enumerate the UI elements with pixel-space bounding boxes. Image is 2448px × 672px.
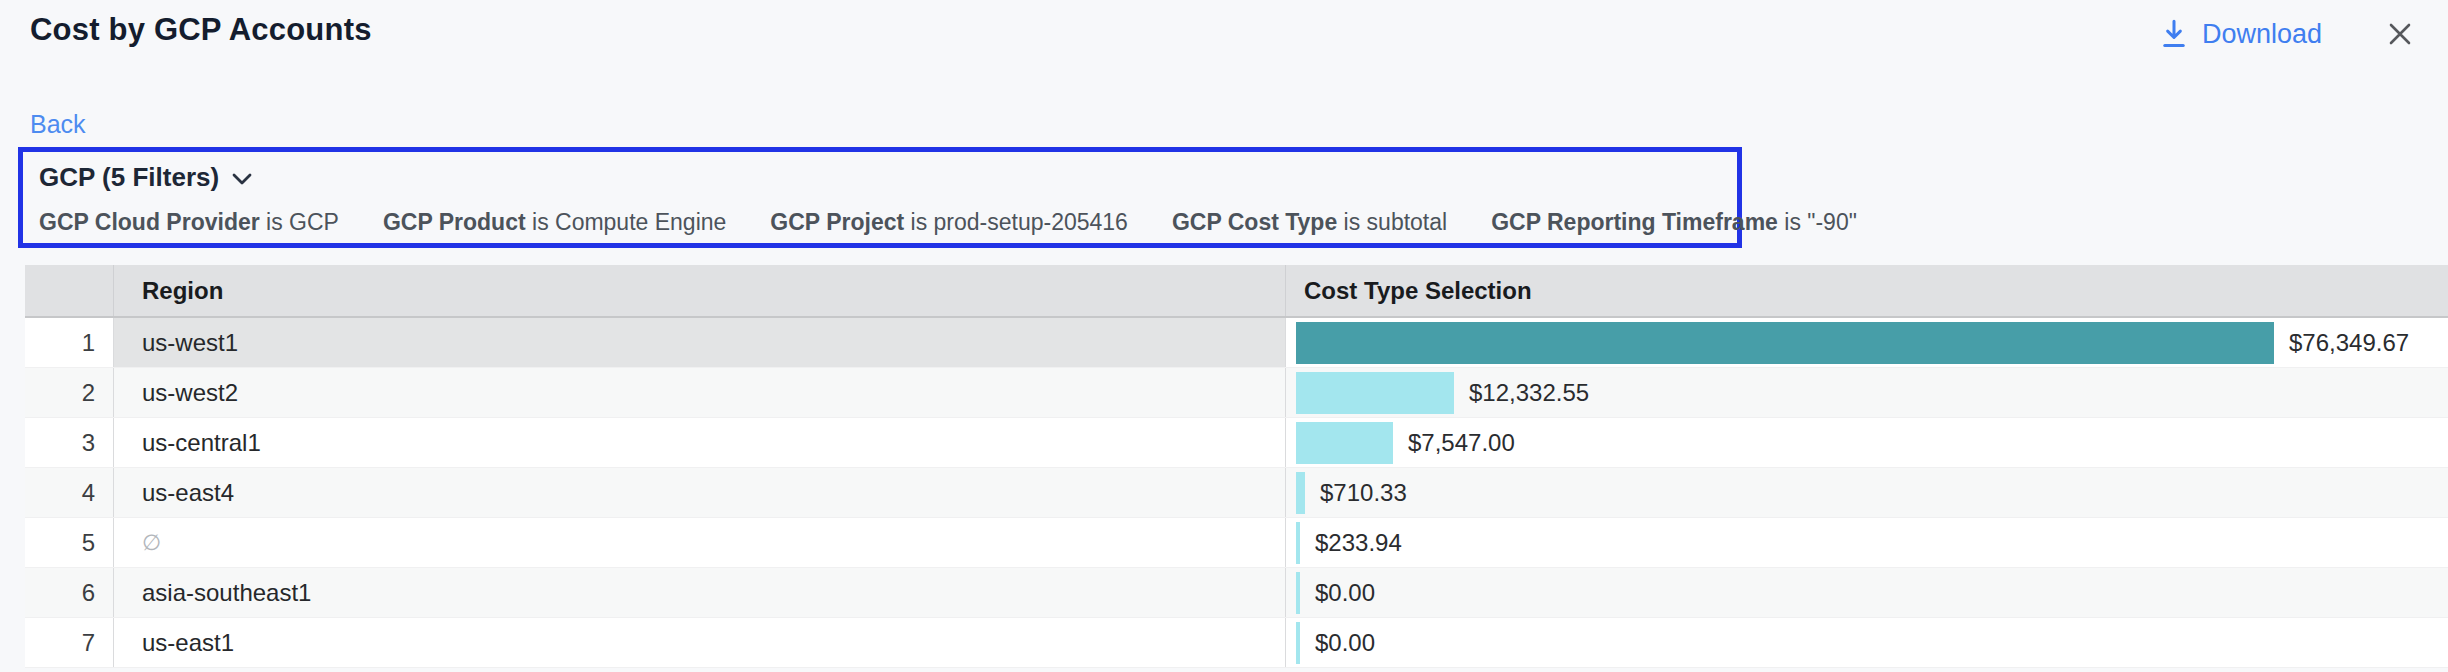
cost-bar[interactable] <box>1296 572 1300 614</box>
cost-cell[interactable]: $0.00 <box>1285 568 2448 617</box>
filter-condition: is "-90" <box>1778 209 1857 235</box>
filter-name: GCP Cloud Provider <box>39 209 260 235</box>
column-header-region[interactable]: Region <box>113 265 1285 316</box>
cost-cell[interactable]: $233.94 <box>1285 518 2448 567</box>
cost-cell[interactable]: $0.00 <box>1285 618 2448 667</box>
region-cell[interactable]: ∅ <box>113 518 1285 567</box>
cost-cell[interactable]: $710.33 <box>1285 468 2448 517</box>
column-header-cost[interactable]: Cost Type Selection <box>1285 265 2448 316</box>
table-row[interactable]: 7us-east1 $0.00 <box>25 618 2448 668</box>
cost-cell[interactable]: $7,547.00 <box>1285 418 2448 467</box>
region-cell[interactable]: us-east1 <box>113 618 1285 667</box>
table-row[interactable]: 2us-west2 $12,332.55 <box>25 368 2448 418</box>
filter-item[interactable]: GCP Project is prod-setup-205416 <box>770 209 1128 236</box>
cost-cell[interactable]: $12,332.55 <box>1285 368 2448 417</box>
back-link[interactable]: Back <box>30 110 86 139</box>
cost-bar[interactable] <box>1296 372 1454 414</box>
filter-group-box: GCP (5 Filters) GCP Cloud Provider is GC… <box>18 147 1742 248</box>
cost-value: $0.00 <box>1315 629 1375 657</box>
row-index: 7 <box>25 618 113 667</box>
row-index: 2 <box>25 368 113 417</box>
chevron-down-icon <box>231 169 253 186</box>
filter-name: GCP Reporting Timeframe <box>1491 209 1778 235</box>
filter-condition: is subtotal <box>1337 209 1447 235</box>
cost-bar[interactable] <box>1296 322 2274 364</box>
filter-name: GCP Project <box>770 209 904 235</box>
region-cell[interactable]: asia-southeast1 <box>113 568 1285 617</box>
filter-name: GCP Cost Type <box>1172 209 1337 235</box>
cost-value: $233.94 <box>1315 529 1402 557</box>
filter-name: GCP Product <box>383 209 526 235</box>
download-label: Download <box>2202 19 2322 50</box>
filter-list: GCP Cloud Provider is GCP GCP Product is … <box>39 209 1721 236</box>
filter-condition: is Compute Engine <box>526 209 727 235</box>
cost-cell[interactable]: $76,349.67 <box>1285 318 2448 367</box>
cost-bar[interactable] <box>1296 522 1300 564</box>
close-icon <box>2384 18 2416 50</box>
filter-condition: is prod-setup-205416 <box>904 209 1128 235</box>
header-actions: Download <box>2160 14 2420 54</box>
filter-item[interactable]: GCP Product is Compute Engine <box>383 209 726 236</box>
cost-value: $0.00 <box>1315 579 1375 607</box>
filter-summary-label: GCP (5 Filters) <box>39 162 219 193</box>
cost-bar[interactable] <box>1296 622 1300 664</box>
cost-value: $76,349.67 <box>2289 329 2409 357</box>
column-header-index[interactable] <box>25 265 113 316</box>
filter-summary-dropdown[interactable]: GCP (5 Filters) <box>39 162 253 193</box>
table-row[interactable]: 3us-central1 $7,547.00 <box>25 418 2448 468</box>
filter-item[interactable]: GCP Cost Type is subtotal <box>1172 209 1447 236</box>
cost-value: $7,547.00 <box>1408 429 1515 457</box>
filter-condition: is GCP <box>260 209 339 235</box>
region-cell[interactable]: us-west2 <box>113 368 1285 417</box>
row-index: 5 <box>25 518 113 567</box>
cost-value: $710.33 <box>1320 479 1407 507</box>
cost-table: Region Cost Type Selection 1us-west1 $76,… <box>25 265 2448 668</box>
region-cell[interactable]: us-central1 <box>113 418 1285 467</box>
region-cell[interactable]: us-west1 <box>113 318 1285 367</box>
table-row[interactable]: 1us-west1 $76,349.67 <box>25 318 2448 368</box>
table-body: 1us-west1$76,349.672us-west2$12,332.553u… <box>25 318 2448 668</box>
filter-item[interactable]: GCP Cloud Provider is GCP <box>39 209 339 236</box>
table-header-row: Region Cost Type Selection <box>25 265 2448 318</box>
filter-item[interactable]: GCP Reporting Timeframe is "-90" <box>1491 209 1857 236</box>
region-cell[interactable]: us-east4 <box>113 468 1285 517</box>
row-index: 1 <box>25 318 113 367</box>
cost-value: $12,332.55 <box>1469 379 1589 407</box>
row-index: 6 <box>25 568 113 617</box>
row-index: 4 <box>25 468 113 517</box>
table-row[interactable]: 6asia-southeast1 $0.00 <box>25 568 2448 618</box>
page-title: Cost by GCP Accounts <box>30 12 372 48</box>
cost-bar[interactable] <box>1296 422 1393 464</box>
table-row[interactable]: 4us-east4 $710.33 <box>25 468 2448 518</box>
table-row[interactable]: 5∅ $233.94 <box>25 518 2448 568</box>
close-button[interactable] <box>2380 14 2420 54</box>
download-icon <box>2160 19 2188 49</box>
cost-bar[interactable] <box>1296 472 1305 514</box>
download-button[interactable]: Download <box>2160 19 2322 50</box>
row-index: 3 <box>25 418 113 467</box>
